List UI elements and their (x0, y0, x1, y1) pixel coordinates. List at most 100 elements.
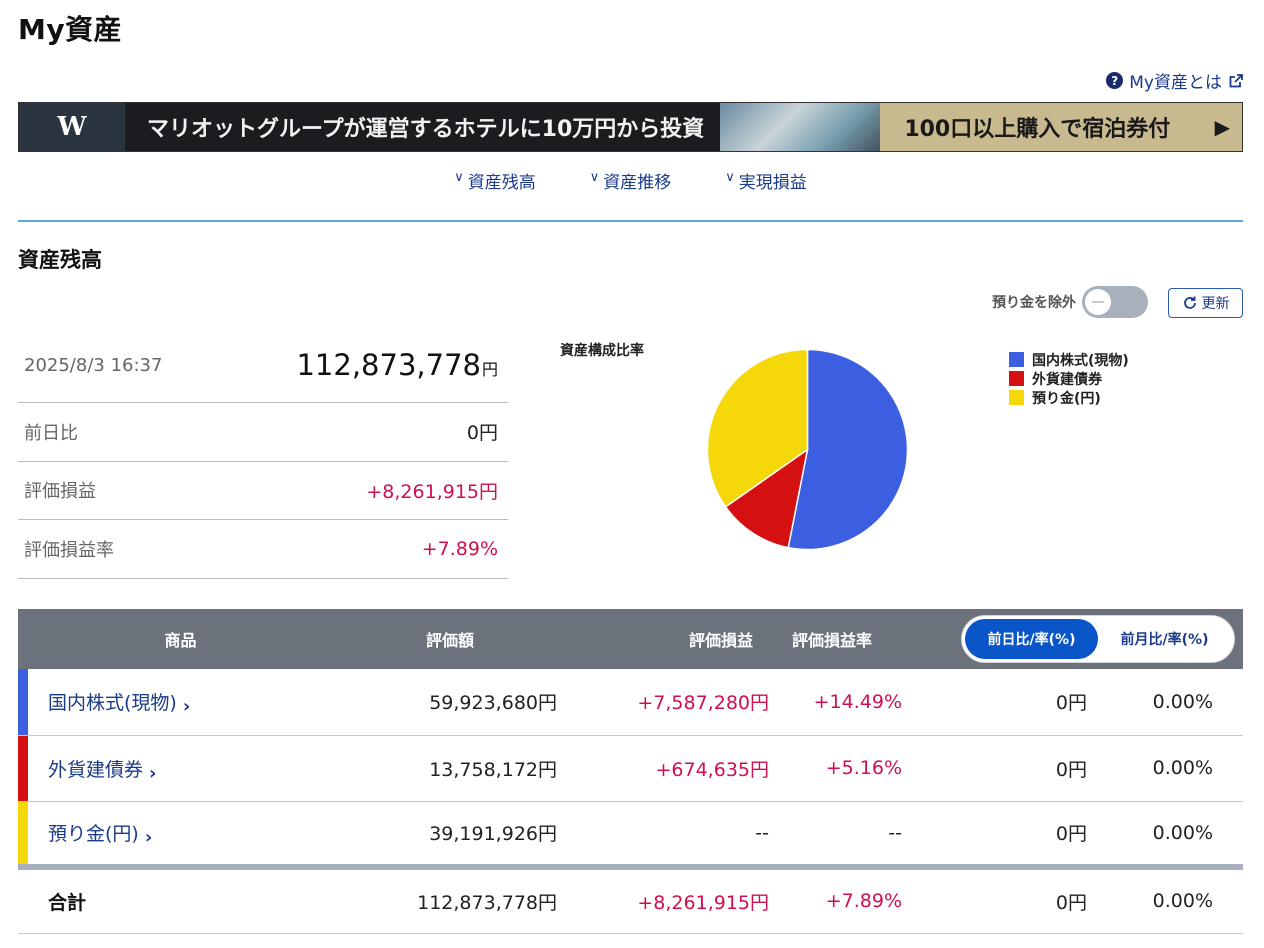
banner-arrow-icon: ▶ (1214, 115, 1230, 139)
pl-rate-cell: +14.49% (777, 669, 902, 736)
summary-row: 評価損益 +8,261,915円 (18, 462, 508, 520)
total-label: 合計 (18, 864, 343, 934)
chevron-down-icon: ∨ (589, 170, 600, 185)
promo-banner[interactable]: W マリオットグループが運営するホテルに10万円から投資 100口以上購入で宿泊… (18, 102, 1243, 152)
pl-cell: -- (557, 801, 777, 868)
pie-slice-1 (787, 348, 909, 551)
comparison-segment-control: 前日比/率(%) 前月比/率(%) (961, 615, 1235, 663)
change-cell: 0円 (902, 669, 1087, 736)
summary-label: 前日比 (24, 422, 78, 444)
pl-rate-cell: +5.16% (777, 735, 902, 802)
segment-month-over-month[interactable]: 前月比/率(%) (1120, 632, 1209, 648)
change-rate-cell: 0.00% (1087, 801, 1243, 868)
anchor-nav-realized[interactable]: ∨ 実現損益 (725, 168, 807, 220)
change-rate-cell: 0.00% (1087, 735, 1243, 802)
chevron-right-icon: › (182, 696, 191, 718)
summary-row: 評価損益率 +7.89% (18, 520, 508, 579)
segment-day-over-day[interactable]: 前日比/率(%) (965, 619, 1098, 659)
toggle-knob: — (1085, 289, 1111, 315)
legend-label: 外貨建債券 (1032, 371, 1102, 388)
header-valuation: 評価額 (425, 631, 474, 650)
summary-label: 評価損益率 (24, 539, 114, 561)
question-icon: ? (1106, 72, 1124, 89)
pl-rate-cell: -- (777, 801, 902, 868)
exclude-deposit-toggle[interactable]: — (1082, 286, 1148, 318)
summary-value: 0円 (466, 422, 498, 445)
anchor-nav-label: 実現損益 (738, 173, 807, 193)
category-color-bar (18, 735, 28, 801)
legend-label: 国内株式(現物) (1032, 352, 1129, 369)
change-cell: 0円 (902, 864, 1087, 934)
summary-row: 前日比 0円 (18, 403, 508, 462)
pl-cell: +674,635円 (557, 735, 777, 802)
pie-legend: 国内株式(現物) 外貨建債券 預り金(円) (1009, 350, 1129, 407)
product-name-link[interactable]: 国内株式(現物) › (18, 669, 343, 736)
change-cell: 0円 (902, 735, 1087, 802)
pie-chart-title: 資産構成比率 (560, 343, 644, 359)
help-link[interactable]: ? My資産とは (1106, 68, 1244, 93)
help-link-label: My資産とは (1129, 73, 1222, 93)
chevron-right-icon: › (149, 762, 157, 784)
anchor-nav-balance[interactable]: ∨ 資産残高 (454, 168, 536, 220)
total-amount-value: 112,873,778 (296, 348, 481, 382)
exclude-deposit-toggle-group: 預り金を除外 — (992, 286, 1148, 318)
pie-slice-3 (706, 348, 809, 508)
legend-swatch (1009, 352, 1024, 367)
legend-swatch (1009, 390, 1024, 405)
hotel-logo: W (19, 103, 125, 151)
pie-slice-2 (724, 447, 809, 549)
banner-photo (720, 103, 881, 151)
change-rate-cell: 0.00% (1087, 669, 1243, 736)
legend-label: 預り金(円) (1032, 390, 1101, 407)
banner-right: 100口以上購入で宿泊券付 ▶ (880, 103, 1242, 151)
summary-value: +8,261,915円 (366, 480, 498, 503)
legend-item: 国内株式(現物) (1009, 350, 1129, 369)
summary-label: 評価損益 (24, 481, 96, 503)
summary-total-amount: 112,873,778円 (296, 348, 498, 382)
summary-datetime: 2025/8/3 16:37 (24, 354, 163, 376)
summary-total-row: 2025/8/3 16:37 112,873,778円 (18, 328, 508, 403)
section-title: 資産残高 (18, 248, 102, 272)
table-header-row: 商品 評価額 評価損益 評価損益率 前日比/率(%) 前月比/率(%) (18, 609, 1243, 669)
product-name-link[interactable]: 外貨建債券 › (18, 735, 343, 802)
allocation-pie-chart (706, 348, 909, 551)
product-name: 国内株式(現物) (48, 692, 177, 715)
asset-table: 商品 評価額 評価損益 評価損益率 前日比/率(%) 前月比/率(%) 国内株式… (18, 609, 1243, 934)
banner-right-text: 100口以上購入で宿泊券付 (904, 117, 1171, 142)
toggle-label: 預り金を除外 (992, 295, 1076, 311)
balance-summary: 2025/8/3 16:37 112,873,778円 前日比 0円 評価損益 … (18, 328, 508, 579)
change-cell: 0円 (902, 801, 1087, 868)
banner-main-text: マリオットグループが運営するホテルに10万円から投資 (147, 117, 705, 142)
category-color-bar (18, 669, 28, 735)
refresh-label: 更新 (1201, 295, 1230, 311)
table-row: 預り金(円) › 39,191,926円 -- -- 0円 0.00% (18, 801, 1243, 868)
product-name: 外貨建債券 (48, 758, 144, 781)
chevron-right-icon: › (144, 827, 153, 849)
valuation-cell: 59,923,680円 (343, 669, 557, 736)
valuation-cell: 13,758,172円 (343, 735, 557, 802)
category-color-bar (18, 801, 28, 864)
page-title: My資産 (18, 13, 123, 46)
chevron-down-icon: ∨ (454, 170, 464, 185)
anchor-nav: ∨ 資産残高 ∨ 資産推移 ∨ 実現損益 (18, 168, 1243, 222)
anchor-nav-history[interactable]: ∨ 資産推移 (590, 168, 672, 220)
table-row: 国内株式(現物) › 59,923,680円 +7,587,280円 +14.49… (18, 669, 1243, 736)
chevron-down-icon: ∨ (725, 170, 735, 185)
header-product: 商品 (164, 631, 197, 650)
pl-cell: +8,261,915円 (557, 864, 777, 934)
anchor-nav-label: 資産残高 (467, 173, 536, 193)
pl-cell: +7,587,280円 (557, 669, 777, 736)
anchor-nav-label: 資産推移 (603, 173, 672, 193)
change-rate-cell: 0.00% (1087, 864, 1243, 934)
total-row: 合計 112,873,778円 +8,261,915円 +7.89% 0円 0.… (18, 864, 1243, 934)
header-pl-rate: 評価損益率 (792, 631, 873, 650)
legend-item: 外貨建債券 (1009, 369, 1129, 388)
legend-item: 預り金(円) (1009, 388, 1129, 407)
product-name-link[interactable]: 預り金(円) › (18, 801, 343, 868)
pl-rate-cell: +7.89% (777, 864, 902, 934)
product-name: 預り金(円) (48, 823, 139, 846)
valuation-cell: 39,191,926円 (343, 801, 557, 868)
refresh-button[interactable]: 更新 (1168, 288, 1243, 318)
comparison-segment-cell: 前日比/率(%) 前月比/率(%) (902, 609, 1243, 669)
yen-unit: 円 (481, 360, 498, 379)
